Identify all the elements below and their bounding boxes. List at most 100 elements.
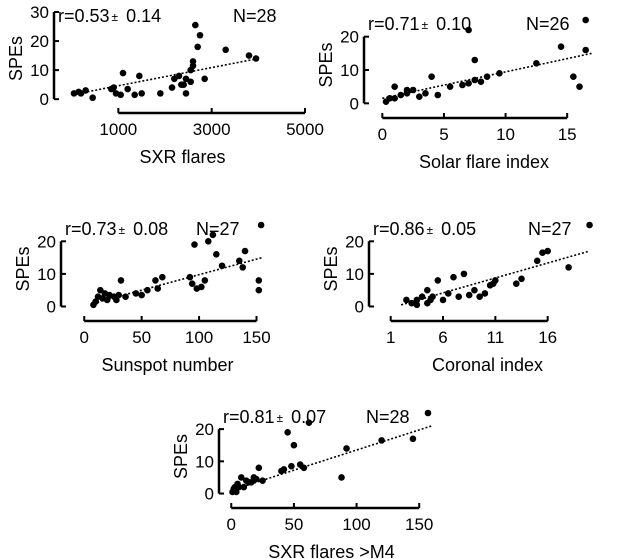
data-point — [518, 275, 525, 283]
y-axis-label: SPEs — [321, 246, 341, 291]
data-point — [89, 94, 96, 102]
y-tick-label: 10 — [345, 265, 364, 284]
data-point — [586, 221, 593, 229]
sample-size-label: N=28 — [233, 6, 277, 26]
data-point — [255, 286, 263, 294]
data-point — [434, 91, 442, 99]
data-point — [570, 73, 577, 80]
data-point — [159, 273, 166, 281]
data-point — [408, 299, 415, 307]
data-point — [209, 231, 217, 239]
data-point — [124, 85, 131, 93]
data-point — [144, 286, 151, 294]
data-point — [544, 247, 551, 255]
data-point — [189, 58, 197, 65]
data-point — [188, 280, 196, 287]
x-tick-label: 11 — [487, 328, 505, 347]
data-point — [122, 293, 129, 301]
data-point — [465, 26, 472, 34]
data-point — [496, 70, 503, 77]
data-point — [103, 296, 111, 304]
data-point — [97, 286, 104, 294]
panel-3: 0 10 20 0 50 100 150 Sunspot number SPEs r=0.73 ± … — [13, 219, 271, 375]
data-point — [168, 84, 176, 91]
data-point — [136, 72, 143, 80]
y-tick-label: 10 — [37, 265, 56, 284]
x-axis-label: Sunspot number — [101, 355, 233, 375]
y-tick-label: 30 — [30, 3, 49, 22]
data-point — [222, 46, 229, 54]
data-point — [239, 264, 247, 271]
data-point — [213, 251, 220, 258]
panel-2: 0 10 20 0 5 10 15 Solar flare index SPEs r=0.71 ± … — [316, 14, 593, 172]
data-point — [218, 262, 226, 270]
data-point — [237, 474, 245, 481]
y-tick-label: 0 — [355, 297, 364, 316]
data-point — [455, 293, 463, 301]
y-tick-label: 20 — [195, 420, 214, 439]
data-point — [115, 291, 122, 299]
x-tick-label: 150 — [242, 328, 270, 347]
data-point — [413, 296, 421, 304]
panel-5: 0 10 20 0 50 100 150 SXR flares >M4 SPEs r=0.81 ± … — [171, 407, 433, 559]
y-tick-label: 0 — [350, 94, 359, 113]
data-point — [182, 90, 190, 97]
x-tick-label: 50 — [284, 515, 303, 534]
data-point — [338, 474, 345, 481]
x-tick-label: 0 — [79, 328, 88, 347]
data-point — [259, 477, 266, 484]
correlation-label: r=0.81 ± 0.07 — [223, 407, 326, 427]
data-point — [471, 76, 479, 84]
data-point — [403, 86, 411, 94]
x-tick-label: 3000 — [193, 120, 231, 139]
data-point — [138, 291, 145, 299]
data-point — [235, 483, 243, 491]
data-point — [397, 91, 405, 99]
y-tick-label: 20 — [340, 28, 359, 47]
data-point — [196, 31, 204, 39]
data-point — [305, 419, 313, 426]
data-point — [255, 277, 263, 284]
data-point — [201, 75, 208, 83]
regression-line — [231, 425, 432, 492]
data-point — [113, 296, 120, 304]
data-point — [192, 21, 199, 29]
data-point — [131, 91, 138, 99]
x-axis-label: Solar flare index — [419, 152, 549, 172]
y-tick-label: 20 — [345, 232, 364, 251]
data-point — [409, 435, 417, 443]
data-point — [92, 298, 100, 305]
data-point — [300, 464, 308, 472]
data-point — [403, 296, 410, 304]
data-point — [429, 293, 436, 301]
sample-size-label: N=26 — [526, 14, 570, 34]
sample-size-label: N=27 — [196, 219, 240, 239]
x-tick-label: 16 — [538, 328, 557, 347]
y-tick-label: 10 — [340, 61, 359, 80]
data-point — [415, 93, 423, 100]
data-point — [413, 301, 421, 309]
data-point — [284, 429, 291, 436]
data-point — [471, 286, 478, 294]
data-point — [409, 86, 417, 94]
x-tick-label: 100 — [342, 515, 370, 534]
y-tick-label: 10 — [30, 61, 49, 80]
data-point — [257, 221, 265, 229]
y-tick-label: 0 — [40, 90, 49, 109]
data-point — [343, 445, 350, 452]
data-point — [557, 43, 565, 50]
y-tick-label: 0 — [47, 297, 56, 316]
data-point — [476, 293, 483, 301]
panel-1: 0 10 20 30 1000 3000 5000 SXR flares SPEs r=0.53 ±… — [6, 3, 324, 167]
data-point — [253, 475, 260, 483]
data-point — [117, 91, 124, 99]
data-point — [378, 437, 385, 444]
data-point — [235, 257, 243, 265]
data-point — [422, 90, 429, 97]
data-point — [204, 237, 212, 245]
data-point — [386, 95, 394, 102]
y-axis-label: SPEs — [6, 36, 26, 81]
correlation-label: r=0.53 ± 0.14 — [58, 6, 161, 26]
data-point — [117, 277, 125, 284]
x-tick-label: 0 — [227, 515, 236, 534]
